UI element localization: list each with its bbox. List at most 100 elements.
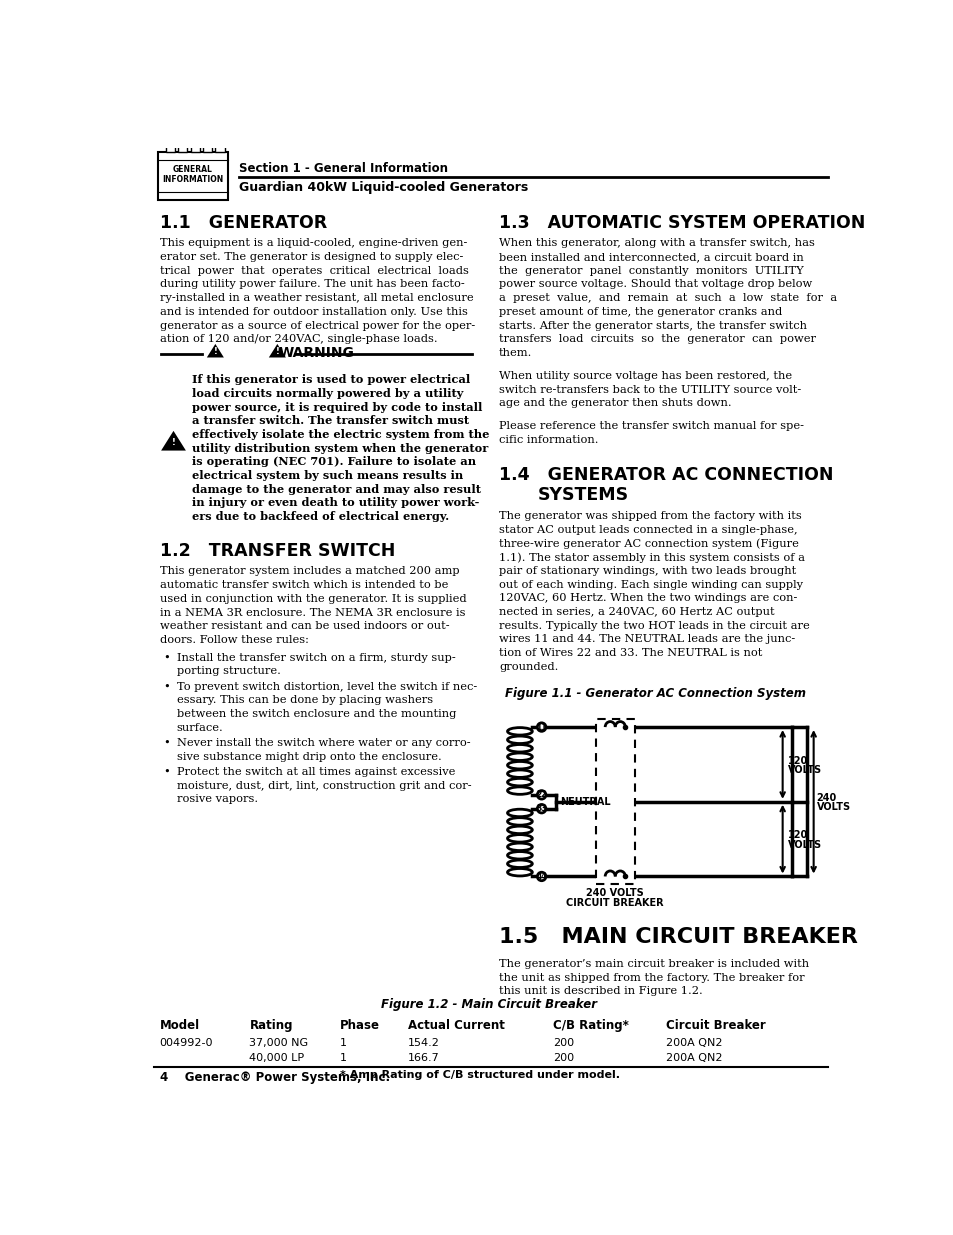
Text: them.: them.: [498, 348, 532, 358]
Text: •: •: [163, 682, 170, 692]
Text: * Amp Rating of C/B structured under model.: * Amp Rating of C/B structured under mod…: [340, 1070, 619, 1079]
Text: transfers  load  circuits  so  the  generator  can  power: transfers load circuits so the generator…: [498, 335, 815, 345]
Text: 240: 240: [816, 793, 836, 803]
Text: erator set. The generator is designed to supply elec-: erator set. The generator is designed to…: [159, 252, 462, 262]
Text: during utility power failure. The unit has been facto-: during utility power failure. The unit h…: [159, 279, 464, 289]
Text: out of each winding. Each single winding can supply: out of each winding. Each single winding…: [498, 579, 802, 589]
Text: sive substance might drip onto the enclosure.: sive substance might drip onto the enclo…: [176, 752, 441, 762]
Text: surface.: surface.: [176, 722, 223, 732]
Text: 120: 120: [787, 756, 807, 766]
Text: •: •: [163, 652, 170, 662]
Circle shape: [537, 790, 545, 799]
Text: Guardian 40kW Liquid-cooled Generators: Guardian 40kW Liquid-cooled Generators: [239, 182, 528, 194]
Text: load circuits normally powered by a utility: load circuits normally powered by a util…: [192, 388, 463, 399]
Text: Phase: Phase: [340, 1019, 379, 1032]
Text: Circuit Breaker: Circuit Breaker: [665, 1019, 764, 1032]
Text: 1.3   AUTOMATIC SYSTEM OPERATION: 1.3 AUTOMATIC SYSTEM OPERATION: [498, 214, 864, 232]
Text: in injury or even death to utility power work-: in injury or even death to utility power…: [192, 498, 479, 509]
Text: CIRCUIT BREAKER: CIRCUIT BREAKER: [566, 898, 663, 908]
Text: 200: 200: [553, 1053, 574, 1063]
Text: generator as a source of electrical power for the oper-: generator as a source of electrical powe…: [159, 321, 475, 331]
Text: in a NEMA 3R enclosure. The NEMA 3R enclosure is: in a NEMA 3R enclosure. The NEMA 3R encl…: [159, 608, 464, 618]
Text: Figure 1.1 - Generator AC Connection System: Figure 1.1 - Generator AC Connection Sys…: [505, 687, 805, 700]
Text: !: !: [172, 438, 175, 447]
Text: moisture, dust, dirt, lint, construction grit and cor-: moisture, dust, dirt, lint, construction…: [176, 781, 471, 790]
Text: 166.7: 166.7: [407, 1053, 438, 1063]
Text: •: •: [163, 767, 170, 777]
Text: grounded.: grounded.: [498, 662, 558, 672]
Text: !: !: [213, 347, 217, 357]
Text: been installed and interconnected, a circuit board in: been installed and interconnected, a cir…: [498, 252, 803, 262]
Text: effectively isolate the electric system from the: effectively isolate the electric system …: [192, 429, 489, 440]
Text: When utility source voltage has been restored, the: When utility source voltage has been res…: [498, 370, 791, 380]
Text: trical  power  that  operates  critical  electrical  loads: trical power that operates critical elec…: [159, 266, 468, 275]
Text: 4    Generac® Power Systems, Inc.: 4 Generac® Power Systems, Inc.: [159, 1072, 389, 1084]
Text: 1: 1: [340, 1053, 347, 1063]
Text: GENERAL
INFORMATION: GENERAL INFORMATION: [162, 164, 223, 184]
FancyBboxPatch shape: [215, 146, 224, 152]
Text: this unit is described in Figure 1.2.: this unit is described in Figure 1.2.: [498, 987, 702, 997]
Text: between the switch enclosure and the mounting: between the switch enclosure and the mou…: [176, 709, 456, 719]
Text: VOLTS: VOLTS: [787, 764, 821, 774]
Circle shape: [537, 872, 545, 881]
Text: 004992-0: 004992-0: [159, 1037, 213, 1047]
Text: C/B Rating*: C/B Rating*: [553, 1019, 628, 1032]
Text: Protect the switch at all times against excessive: Protect the switch at all times against …: [176, 767, 455, 777]
FancyBboxPatch shape: [158, 152, 228, 200]
Text: When this generator, along with a transfer switch, has: When this generator, along with a transf…: [498, 238, 814, 248]
Polygon shape: [161, 431, 186, 451]
Text: 120: 120: [787, 830, 807, 840]
Text: porting structure.: porting structure.: [176, 666, 280, 677]
Text: The generator was shipped from the factory with its: The generator was shipped from the facto…: [498, 511, 801, 521]
Text: age and the generator then shuts down.: age and the generator then shuts down.: [498, 399, 731, 409]
Text: utility distribution system when the generator: utility distribution system when the gen…: [192, 442, 488, 453]
Text: preset amount of time, the generator cranks and: preset amount of time, the generator cra…: [498, 306, 781, 317]
Text: NEUTRAL: NEUTRAL: [559, 797, 610, 806]
Text: is operating (NEC 701). Failure to isolate an: is operating (NEC 701). Failure to isola…: [192, 457, 476, 467]
Text: 154.2: 154.2: [407, 1037, 439, 1047]
Text: 33: 33: [536, 804, 546, 813]
Text: wires 11 and 44. The NEUTRAL leads are the junc-: wires 11 and 44. The NEUTRAL leads are t…: [498, 635, 795, 645]
Text: 40,000 LP: 40,000 LP: [249, 1053, 304, 1063]
Text: Figure 1.2 - Main Circuit Breaker: Figure 1.2 - Main Circuit Breaker: [380, 998, 597, 1010]
Text: •: •: [163, 737, 170, 748]
FancyBboxPatch shape: [596, 719, 634, 884]
Text: electrical system by such means results in: electrical system by such means results …: [192, 471, 463, 482]
Text: This generator system includes a matched 200 amp: This generator system includes a matched…: [159, 567, 458, 577]
Text: Model: Model: [159, 1019, 199, 1032]
Text: a transfer switch. The transfer switch must: a transfer switch. The transfer switch m…: [192, 415, 469, 426]
Text: VOLTS: VOLTS: [816, 803, 850, 813]
FancyBboxPatch shape: [178, 146, 187, 152]
FancyBboxPatch shape: [203, 146, 212, 152]
Text: power source voltage. Should that voltage drop below: power source voltage. Should that voltag…: [498, 279, 811, 289]
Text: 200A QN2: 200A QN2: [665, 1037, 721, 1047]
Text: 22: 22: [536, 790, 546, 799]
Text: ation of 120 and/or 240VAC, single-phase loads.: ation of 120 and/or 240VAC, single-phase…: [159, 335, 436, 345]
Text: a  preset  value,  and  remain  at  such  a  low  state  for  a: a preset value, and remain at such a low…: [498, 293, 836, 303]
Text: rosive vapors.: rosive vapors.: [176, 794, 257, 804]
FancyBboxPatch shape: [166, 146, 174, 152]
Text: 1.2   TRANSFER SWITCH: 1.2 TRANSFER SWITCH: [159, 542, 395, 559]
Text: 1.1). The stator assembly in this system consists of a: 1.1). The stator assembly in this system…: [498, 552, 804, 563]
Text: essary. This can be done by placing washers: essary. This can be done by placing wash…: [176, 695, 433, 705]
Text: nected in series, a 240VAC, 60 Hertz AC output: nected in series, a 240VAC, 60 Hertz AC …: [498, 606, 774, 618]
Text: 200A QN2: 200A QN2: [665, 1053, 721, 1063]
Text: 1.5   MAIN CIRCUIT BREAKER: 1.5 MAIN CIRCUIT BREAKER: [498, 926, 857, 946]
Text: If this generator is used to power electrical: If this generator is used to power elect…: [192, 374, 470, 385]
Text: ers due to backfeed of electrical energy.: ers due to backfeed of electrical energy…: [192, 511, 449, 522]
Circle shape: [537, 804, 545, 813]
Text: ry-installed in a weather resistant, all metal enclosure: ry-installed in a weather resistant, all…: [159, 293, 473, 303]
Text: stator AC output leads connected in a single-phase,: stator AC output leads connected in a si…: [498, 525, 797, 535]
Text: weather resistant and can be used indoors or out-: weather resistant and can be used indoor…: [159, 621, 449, 631]
FancyBboxPatch shape: [191, 146, 199, 152]
Text: 37,000 NG: 37,000 NG: [249, 1037, 308, 1047]
Text: !: !: [275, 347, 279, 357]
Text: three-wire generator AC connection system (Figure: three-wire generator AC connection syste…: [498, 538, 798, 550]
Text: 1.1   GENERATOR: 1.1 GENERATOR: [159, 214, 327, 232]
Text: 44: 44: [536, 872, 546, 881]
Text: Install the transfer switch on a firm, sturdy sup-: Install the transfer switch on a firm, s…: [176, 652, 455, 662]
Text: Section 1 - General Information: Section 1 - General Information: [239, 163, 448, 175]
Text: Actual Current: Actual Current: [407, 1019, 504, 1032]
Text: switch re-transfers back to the UTILITY source volt-: switch re-transfers back to the UTILITY …: [498, 384, 801, 395]
Circle shape: [537, 722, 545, 731]
